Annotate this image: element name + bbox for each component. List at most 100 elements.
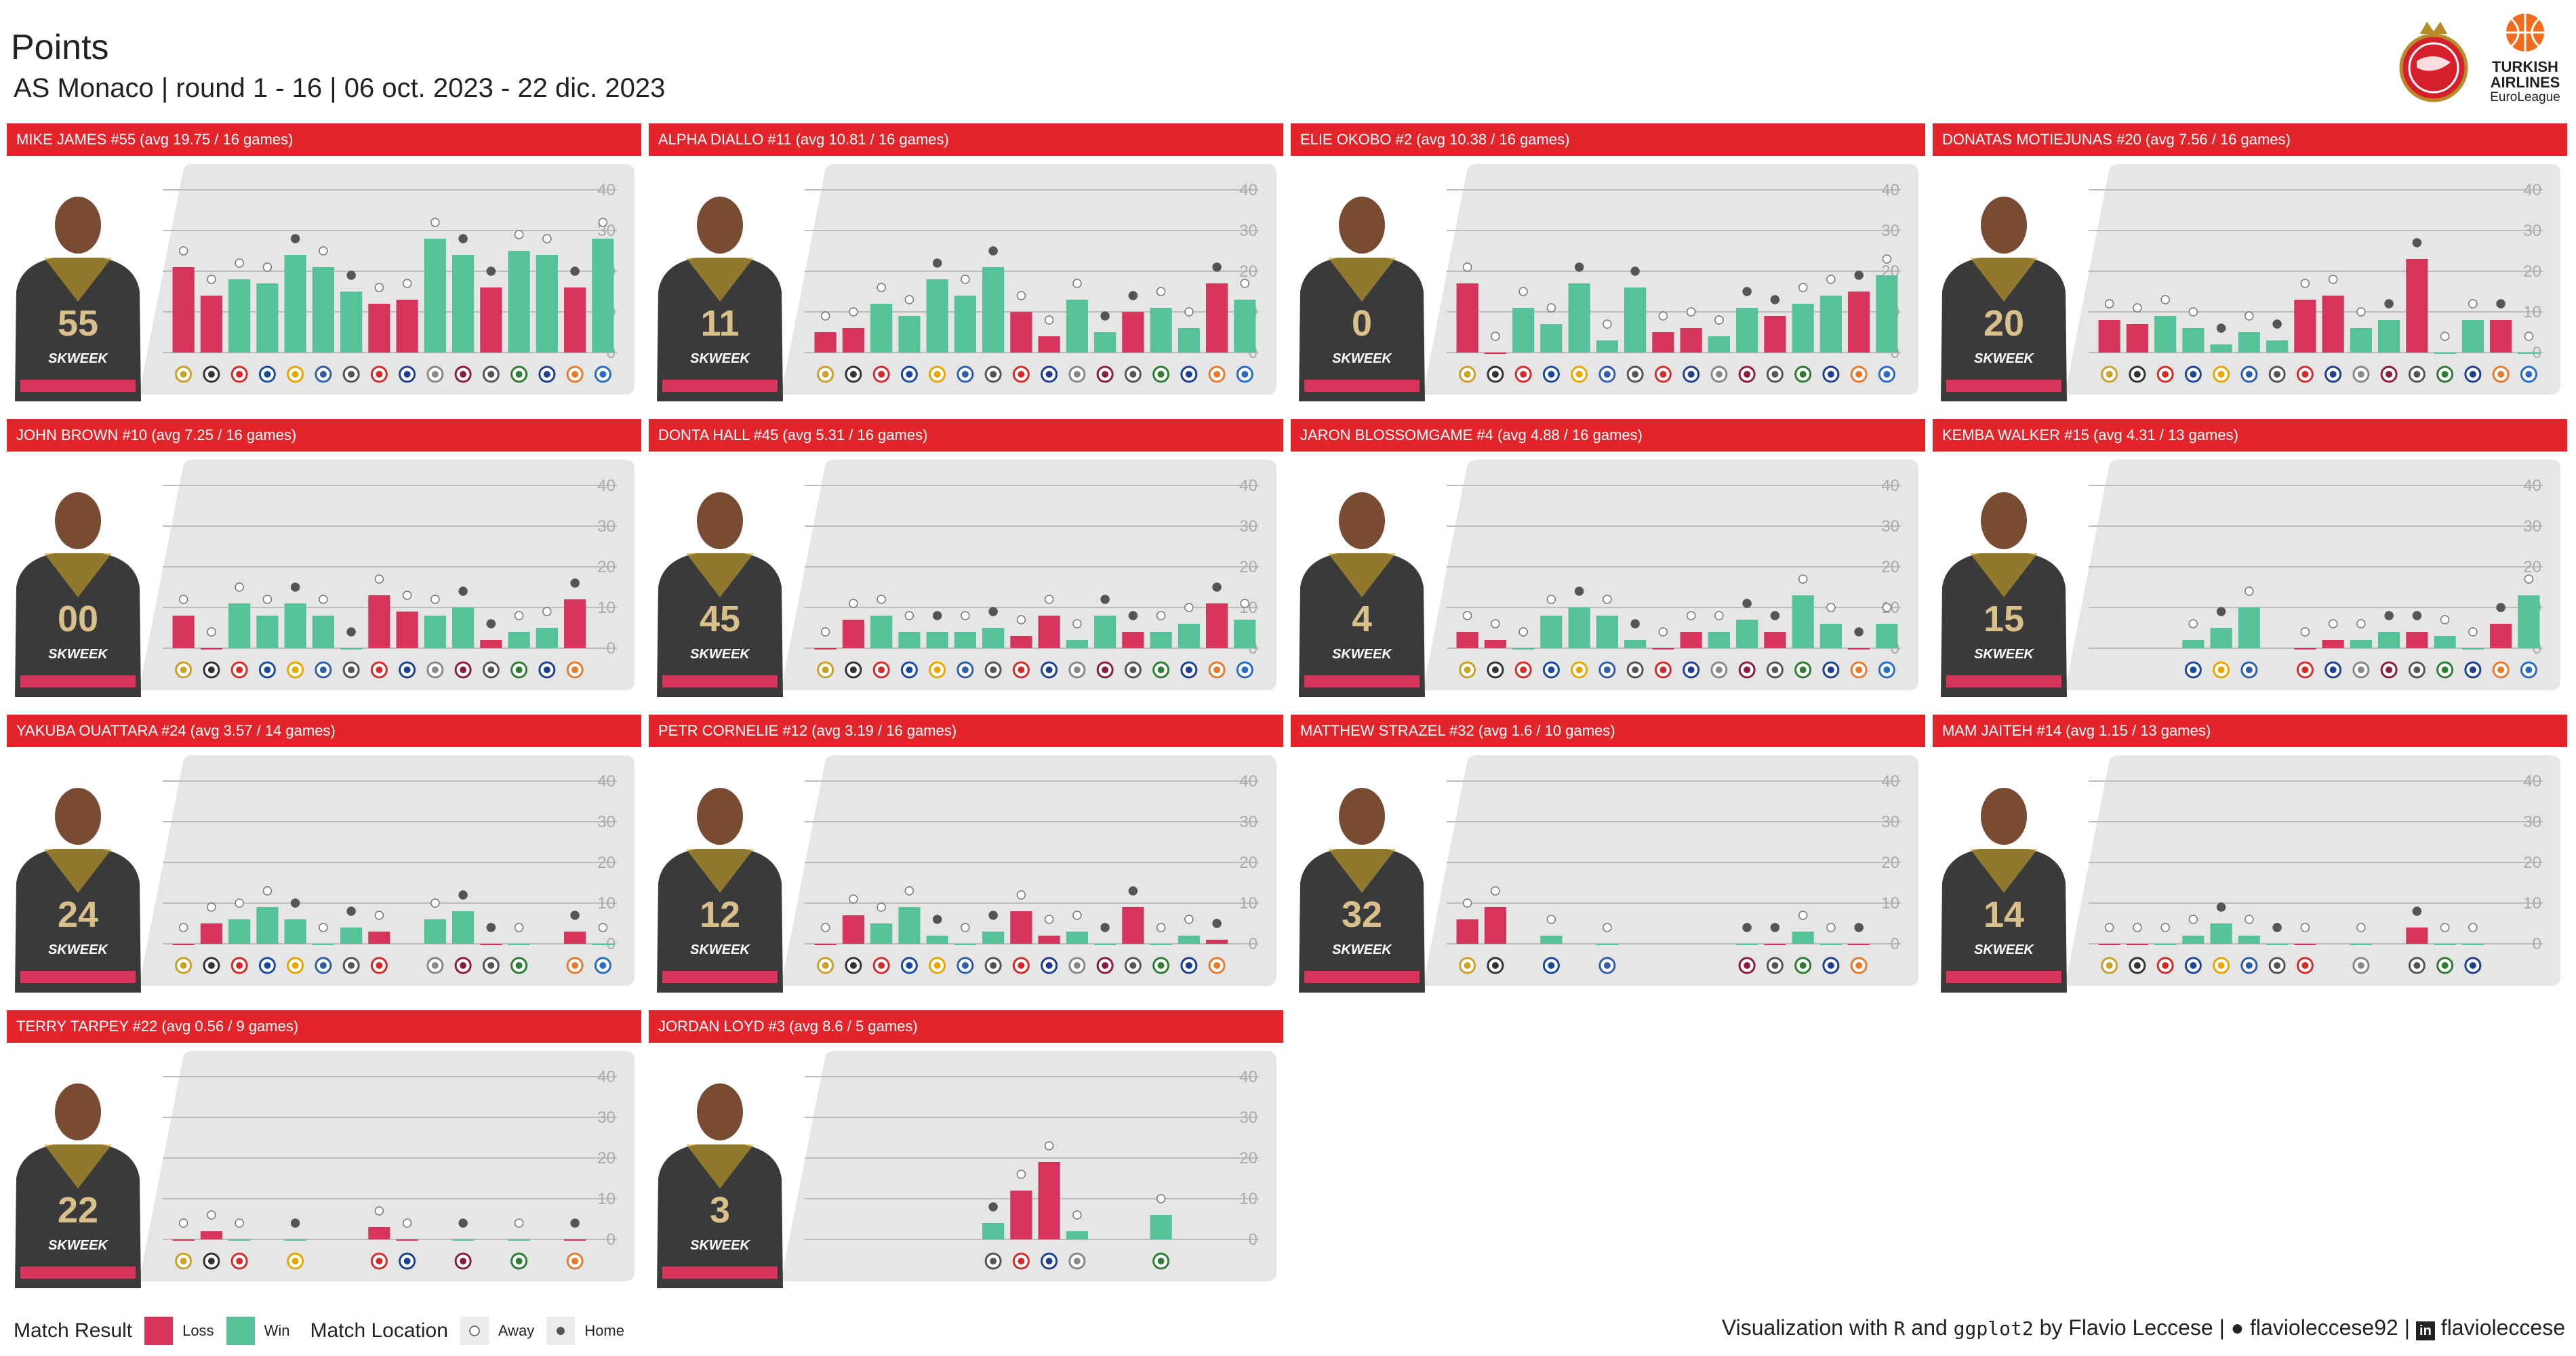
linkedin-link[interactable]: flavioleccese: [2440, 1315, 2565, 1340]
points-bar: [1848, 648, 1870, 650]
points-bar: [1848, 944, 1870, 945]
location-dot: [2468, 627, 2478, 637]
y-tick-label: 40: [1239, 181, 1257, 199]
points-bar: [452, 607, 475, 648]
location-dot: [849, 599, 858, 608]
location-dot: [346, 627, 356, 637]
location-dot: [1686, 307, 1696, 317]
player-panel: ALPHA DIALLO #11 (avg 10.81 / 16 games) 0…: [649, 123, 1283, 401]
location-dot: [2412, 238, 2422, 247]
points-bar: [1568, 607, 1590, 648]
location-dot: [2440, 615, 2450, 624]
points-bar: [340, 928, 363, 944]
jersey-number: 15: [1984, 599, 2024, 639]
location-dot: [1854, 923, 1864, 932]
points-bar: [396, 612, 418, 648]
player-points-chart: 0 10 20 30 40 22 SKWEEK: [15, 1051, 635, 1288]
y-tick-label: 0: [1891, 935, 1899, 953]
jersey-number: 45: [700, 599, 740, 639]
points-bar: [1792, 595, 1814, 648]
location-dot: [2356, 619, 2366, 629]
player-panel: DONATAS MOTIEJUNAS #20 (avg 7.56 / 16 ga…: [1933, 123, 2567, 401]
location-dot: [1714, 315, 1724, 325]
location-dot: [961, 923, 970, 932]
y-tick-label: 10: [2523, 894, 2541, 913]
points-bar: [2182, 328, 2205, 353]
points-bar: [1038, 936, 1060, 944]
svg-text:SKWEEK: SKWEEK: [690, 1238, 750, 1253]
location-dot: [2384, 611, 2394, 620]
github-link[interactable]: flavioleccese92: [2250, 1315, 2398, 1340]
points-bar: [842, 328, 864, 353]
location-dot: [820, 627, 830, 637]
player-points-chart: 0 10 20 30 40 12 SKWEEK: [657, 755, 1276, 993]
y-tick-label: 40: [1881, 772, 1899, 791]
legend-win-label: Win: [264, 1322, 290, 1339]
location-dot: [1742, 287, 1752, 296]
points-bar: [2378, 632, 2400, 648]
location-dot: [2412, 611, 2422, 620]
location-dot: [820, 923, 830, 932]
player-panel-header: PETR CORNELIE #12 (avg 3.19 / 16 games): [649, 715, 1283, 747]
points-bar: [1010, 911, 1032, 944]
location-dot: [458, 890, 468, 900]
location-dot: [1128, 886, 1138, 896]
points-bar: [1066, 300, 1088, 353]
points-bar: [564, 287, 586, 353]
points-bar: [200, 296, 222, 353]
points-bar: [312, 944, 334, 945]
y-tick-label: 20: [597, 854, 616, 872]
points-bar: [2434, 353, 2456, 354]
points-bar: [284, 919, 306, 944]
points-bar: [2518, 595, 2540, 648]
player-panel: MIKE JAMES #55 (avg 19.75 / 16 games)010…: [7, 123, 641, 401]
points-bar: [2294, 300, 2316, 353]
location-dot: [877, 283, 886, 292]
location-dot: [2216, 902, 2226, 912]
location-dot: [961, 275, 970, 284]
points-bar: [1736, 620, 1758, 648]
location-dot: [1882, 603, 1892, 612]
location-dot: [1156, 923, 1166, 932]
jersey-number: 12: [700, 894, 740, 935]
location-dot: [849, 307, 858, 317]
points-bar: [452, 255, 475, 353]
location-dot: [1128, 611, 1138, 620]
points-bar: [954, 632, 976, 648]
points-bar: [1010, 312, 1032, 353]
location-dot: [1798, 283, 1808, 292]
y-tick-label: 30: [2523, 517, 2541, 536]
location-dot: [2384, 299, 2394, 308]
points-bar: [2350, 640, 2372, 648]
player-panel: TERRY TARPEY #22 (avg 0.56 / 9 games) 0 10…: [7, 1010, 641, 1288]
points-bar: [1652, 648, 1674, 650]
location-dot: [486, 619, 496, 629]
location-dot: [430, 595, 440, 604]
location-dot: [1603, 595, 1612, 604]
y-tick-label: 40: [2523, 477, 2541, 495]
points-bar: [2322, 296, 2344, 353]
player-panel: JOHN BROWN #10 (avg 7.25 / 16 games) 0 10 2…: [7, 419, 641, 697]
jersey-number: 55: [58, 303, 98, 344]
location-dot: [2300, 627, 2310, 637]
points-bar: [368, 932, 390, 944]
points-bar: [172, 1239, 195, 1241]
points-bar: [1568, 283, 1590, 353]
plot-background: [1423, 164, 1918, 395]
points-bar: [1038, 1162, 1060, 1239]
y-tick-label: 30: [1239, 813, 1257, 831]
legend-location-title: Match Location: [310, 1319, 448, 1342]
location-dot: [1184, 603, 1194, 612]
location-dot: [1854, 627, 1864, 637]
location-dot: [2328, 275, 2338, 284]
points-bar: [340, 648, 363, 650]
plot-background: [139, 755, 635, 986]
location-dot: [932, 258, 942, 268]
y-tick-label: 30: [597, 813, 616, 831]
player-photo: 22 SKWEEK: [15, 1083, 141, 1288]
points-bar: [256, 907, 279, 944]
location-dot: [1462, 262, 1472, 272]
player-photo: 3 SKWEEK: [657, 1083, 783, 1288]
points-bar: [564, 932, 586, 944]
